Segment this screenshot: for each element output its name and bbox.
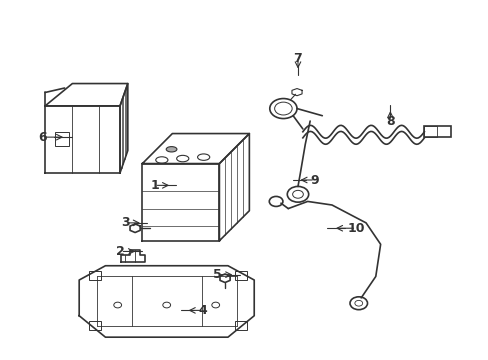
Bar — [234, 321, 246, 330]
Text: 2: 2 — [116, 245, 124, 258]
Ellipse shape — [166, 147, 177, 152]
Text: 9: 9 — [310, 174, 319, 186]
Text: 10: 10 — [347, 222, 365, 235]
Bar — [89, 321, 101, 330]
Text: 6: 6 — [39, 131, 47, 144]
Text: 4: 4 — [199, 304, 207, 317]
Text: 8: 8 — [385, 114, 394, 127]
Bar — [234, 271, 246, 280]
Bar — [424, 126, 436, 137]
Bar — [55, 132, 69, 146]
Text: 3: 3 — [121, 216, 129, 229]
Bar — [424, 126, 450, 137]
Text: 7: 7 — [293, 52, 302, 65]
Bar — [89, 271, 101, 280]
Text: 1: 1 — [150, 179, 159, 192]
Text: 5: 5 — [213, 268, 222, 281]
